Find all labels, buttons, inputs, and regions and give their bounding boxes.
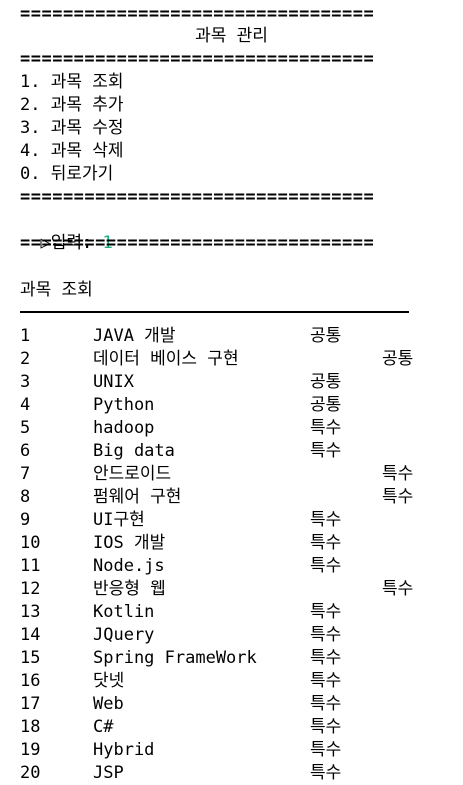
- table-row: 7 안드로이드 특수: [20, 463, 460, 486]
- row-subject-type: 특수: [310, 418, 342, 438]
- table-row: 5 hadoop 특수: [20, 417, 460, 440]
- row-number: 11: [20, 556, 41, 576]
- table-row: 1 JAVA 개발 공통: [20, 325, 460, 348]
- row-subject-name: 반응형 웹: [93, 579, 166, 599]
- table-row: 18 C# 특수: [20, 716, 460, 739]
- row-subject-name: UNIX: [93, 372, 134, 392]
- row-subject-type: 공통: [310, 326, 342, 346]
- menu-item-back: 0. 뒤로가기: [20, 164, 114, 184]
- row-subject-type: 공통: [310, 395, 342, 415]
- row-subject-name: Web: [93, 694, 124, 714]
- table-row: 20 JSP 특수: [20, 762, 460, 785]
- row-subject-type: 특수: [310, 625, 342, 645]
- row-number: 7: [20, 464, 31, 484]
- separator-top: =================================: [20, 4, 375, 24]
- row-subject-type: 공통: [382, 349, 414, 369]
- row-number: 2: [20, 349, 31, 369]
- table-row: 4 Python 공통: [20, 394, 460, 417]
- row-subject-name: 닷넷: [93, 671, 125, 691]
- row-subject-type: 특수: [310, 671, 342, 691]
- table-row: 19 Hybrid 특수: [20, 739, 460, 762]
- row-subject-type: 특수: [310, 717, 342, 737]
- row-subject-name: Big data: [93, 441, 175, 461]
- menu-item-edit: 3. 과목 수정: [20, 118, 124, 138]
- row-number: 15: [20, 648, 41, 668]
- table-row: 15 Spring FrameWork 특수: [20, 647, 460, 670]
- table-row: 9 UI구현 특수: [20, 509, 460, 532]
- row-subject-name: Kotlin: [93, 602, 155, 622]
- table-row: 10 IOS 개발 특수: [20, 532, 460, 555]
- input-label: ▷입력:: [40, 233, 103, 253]
- row-subject-name: Node.js: [93, 556, 165, 576]
- row-subject-name: Spring FrameWork: [93, 648, 257, 668]
- row-number: 8: [20, 487, 31, 507]
- list-divider: [20, 311, 409, 313]
- row-number: 20: [20, 763, 41, 783]
- row-number: 4: [20, 395, 31, 415]
- row-subject-name: UI구현: [93, 510, 145, 530]
- row-subject-name: hadoop: [93, 418, 155, 438]
- menu-item-add: 2. 과목 추가: [20, 95, 124, 115]
- input-prompt[interactable]: ▷입력: 1: [20, 209, 112, 253]
- row-subject-type: 특수: [310, 694, 342, 714]
- row-subject-name: Python: [93, 395, 155, 415]
- table-row: 2 데이터 베이스 구현 공통: [20, 348, 460, 371]
- list-title: 과목 조회: [20, 280, 93, 300]
- row-number: 10: [20, 533, 41, 553]
- row-subject-name: JAVA 개발: [93, 326, 176, 346]
- row-subject-type: 특수: [310, 533, 342, 553]
- row-number: 19: [20, 740, 41, 760]
- row-subject-name: 펌웨어 구현: [93, 487, 182, 507]
- row-number: 17: [20, 694, 41, 714]
- row-subject-name: C#: [93, 717, 114, 737]
- row-number: 16: [20, 671, 41, 691]
- row-subject-name: JQuery: [93, 625, 155, 645]
- table-row: 3 UNIX 공통: [20, 371, 460, 394]
- row-subject-type: 특수: [382, 579, 414, 599]
- table-row: 16 닷넷 특수: [20, 670, 460, 693]
- menu-item-view: 1. 과목 조회: [20, 72, 124, 92]
- separator-title: =================================: [20, 49, 375, 69]
- row-subject-type: 특수: [310, 441, 342, 461]
- table-row: 11 Node.js 특수: [20, 555, 460, 578]
- row-subject-type: 특수: [382, 487, 414, 507]
- row-subject-type: 특수: [310, 510, 342, 530]
- row-number: 14: [20, 625, 41, 645]
- table-row: 6 Big data 특수: [20, 440, 460, 463]
- row-subject-name: IOS 개발: [93, 533, 166, 553]
- page-title: 과목 관리: [195, 26, 268, 46]
- separator-menu: =================================: [20, 187, 375, 207]
- row-number: 3: [20, 372, 31, 392]
- table-row: 13 Kotlin 특수: [20, 601, 460, 624]
- row-subject-type: 특수: [310, 740, 342, 760]
- row-number: 18: [20, 717, 41, 737]
- menu-item-delete: 4. 과목 삭제: [20, 141, 124, 161]
- separator-input: =================================: [20, 233, 375, 253]
- table-row: 17 Web 특수: [20, 693, 460, 716]
- input-value[interactable]: 1: [102, 233, 113, 253]
- row-subject-type: 특수: [310, 602, 342, 622]
- row-subject-name: Hybrid: [93, 740, 155, 760]
- row-subject-type: 특수: [310, 763, 342, 783]
- row-subject-name: JSP: [93, 763, 124, 783]
- table-row: 12 반응형 웹 특수: [20, 578, 460, 601]
- row-subject-type: 공통: [310, 372, 342, 392]
- row-number: 6: [20, 441, 31, 461]
- row-number: 5: [20, 418, 31, 438]
- row-subject-type: 특수: [382, 464, 414, 484]
- row-number: 1: [20, 326, 31, 346]
- row-number: 13: [20, 602, 41, 622]
- row-subject-name: 안드로이드: [93, 464, 172, 484]
- row-number: 12: [20, 579, 41, 599]
- row-subject-type: 특수: [310, 556, 342, 576]
- table-row: 8 펌웨어 구현 특수: [20, 486, 460, 509]
- row-subject-type: 특수: [310, 648, 342, 668]
- table-row: 14 JQuery 특수: [20, 624, 460, 647]
- row-number: 9: [20, 510, 31, 530]
- row-subject-name: 데이터 베이스 구현: [93, 349, 239, 369]
